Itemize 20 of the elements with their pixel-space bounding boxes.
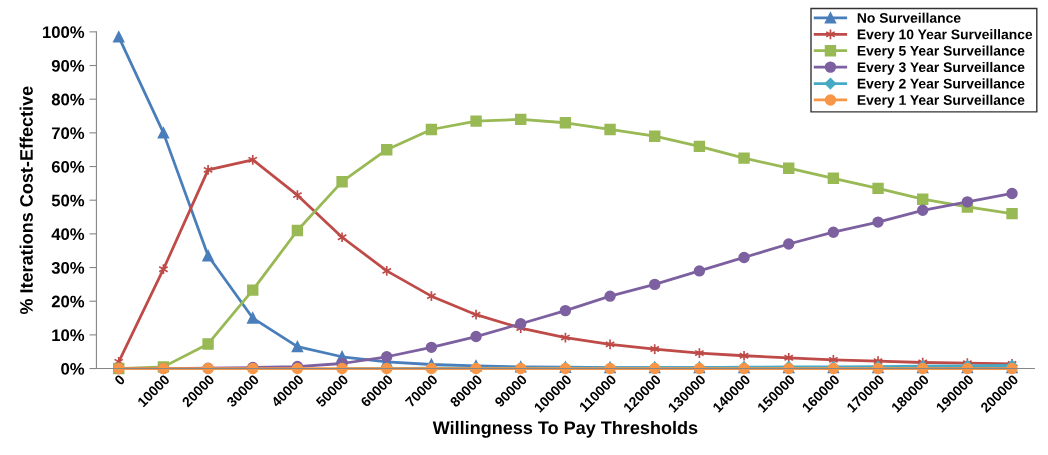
legend-label: Every 1 Year Surveillance [857, 94, 1025, 108]
y-tick-label: 20% [51, 295, 85, 308]
legend-label: Every 5 Year Surveillance [857, 45, 1025, 59]
y-tick-label: 0% [61, 362, 85, 375]
legend-label: Every 10 Year Surveillance [857, 29, 1033, 43]
y-tick-label: 90% [51, 59, 85, 72]
x-tick-label: 0 [113, 374, 126, 386]
y-tick-label: 100% [43, 26, 85, 39]
y-tick-label: 50% [51, 194, 85, 207]
legend-label: Every 2 Year Surveillance [857, 78, 1025, 92]
y-tick-label: 70% [51, 127, 85, 140]
y-axis-title: % Iterations Cost-Effective [19, 86, 33, 315]
y-tick-label: 40% [51, 228, 85, 241]
y-tick-label: 80% [51, 93, 85, 106]
y-tick-label: 10% [52, 329, 85, 342]
legend-label: No Surveillance [857, 12, 961, 23]
legend-label: Every 3 Year Surveillance [857, 61, 1025, 75]
x-axis-title: Willingness To Pay Thresholds [432, 420, 698, 438]
y-tick-label: 60% [51, 160, 85, 173]
y-tick-label: 30% [51, 261, 85, 274]
